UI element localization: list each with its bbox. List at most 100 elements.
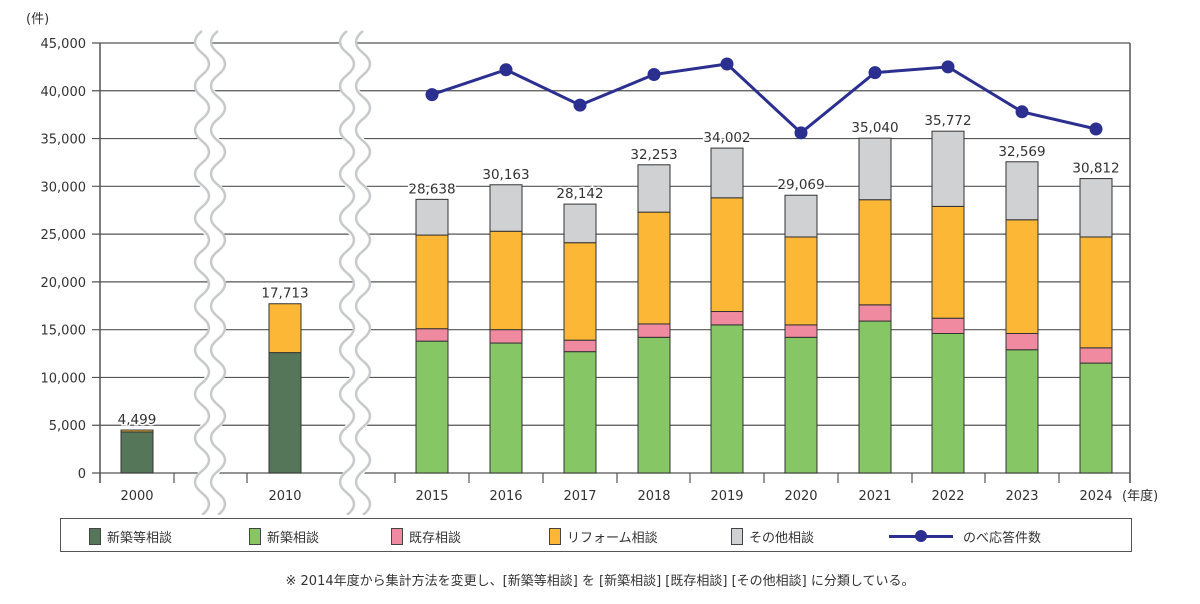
legend-label: リフォーム相談 — [567, 530, 658, 546]
bar-segment — [489, 329, 523, 344]
x-tick-label: 2017 — [563, 489, 596, 504]
total-label: 30,812 — [1072, 161, 1119, 177]
bar-segment — [120, 431, 154, 474]
bar-segment — [784, 236, 818, 326]
bar-segment — [268, 352, 302, 474]
legend-swatch — [391, 527, 403, 545]
bar-segment — [489, 184, 523, 232]
bar-segment — [1005, 161, 1039, 221]
y-tick-label: 40,000 — [41, 85, 87, 100]
y-tick-label: 5,000 — [49, 419, 86, 434]
legend-item: リフォーム相談 — [549, 519, 658, 553]
legend-line-marker-icon — [889, 528, 953, 545]
x-tick-label: 2021 — [858, 489, 891, 504]
x-tick-label: 2024 — [1079, 489, 1112, 504]
bar-segment — [1005, 332, 1039, 351]
bar-segment — [1005, 349, 1039, 474]
bar-segment — [268, 303, 302, 354]
total-label: 32,569 — [998, 144, 1045, 160]
legend-item: 新築相談 — [249, 519, 319, 553]
legend-item: 新築等相談 — [89, 519, 172, 553]
stacked-bar-chart: (件) 0 5,000 10,000 15,000 20,000 25,000 30,000… — [26, 12, 1158, 515]
bar-segment — [784, 336, 818, 474]
x-tick-label: 2016 — [489, 489, 522, 504]
line-point — [941, 60, 955, 74]
x-tick-label: 2018 — [637, 489, 670, 504]
legend: 新築等相談 新築相談 既存相談 リフォーム相談 その他相談 のべ応答件数 — [60, 518, 1132, 552]
y-tick-label: 45,000 — [41, 37, 87, 52]
axis-break — [340, 24, 370, 515]
y-tick-label: 0 — [78, 467, 86, 482]
y-tick-label: 15,000 — [41, 324, 87, 339]
legend-swatch — [731, 527, 743, 545]
line-series — [431, 62, 1097, 135]
bar-segment — [858, 199, 892, 306]
legend-label: 新築相談 — [267, 530, 320, 546]
bar-segment — [415, 198, 449, 236]
bar-segment — [563, 339, 597, 353]
legend-item: のべ応答件数 — [889, 519, 1041, 553]
bar-segment — [1079, 236, 1113, 349]
y-tick-label: 30,000 — [41, 180, 87, 195]
bar-segment — [637, 211, 671, 325]
line-point — [425, 88, 439, 102]
total-label: 34,002 — [703, 130, 750, 146]
y-axis-unit-label: (件) — [26, 12, 49, 27]
line-point — [1015, 105, 1029, 119]
bar-segment — [637, 164, 671, 213]
total-label: 4,499 — [118, 412, 157, 428]
legend-swatch — [249, 527, 261, 545]
legend-swatch — [549, 527, 561, 545]
y-tick-label: 10,000 — [41, 371, 87, 386]
legend-label: 既存相談 — [409, 530, 462, 546]
bar-segment — [931, 205, 965, 319]
line-point — [720, 57, 734, 71]
y-tick-label: 20,000 — [41, 276, 87, 291]
axis-break-edge — [354, 30, 372, 515]
bar-segment — [858, 304, 892, 322]
bar-segment — [1079, 178, 1113, 238]
x-tick-label: 2023 — [1005, 489, 1038, 504]
x-tick-label: 2022 — [931, 489, 964, 504]
total-label: 35,040 — [851, 120, 898, 136]
legend-label: のべ応答件数 — [963, 530, 1042, 546]
bar-segment — [858, 320, 892, 474]
axis-break-edge — [338, 30, 356, 515]
total-label: 28,142 — [556, 186, 603, 202]
line-point — [794, 126, 808, 140]
bar-segment — [784, 194, 818, 238]
legend-item: その他相談 — [731, 519, 814, 553]
total-label: 32,253 — [630, 147, 677, 163]
bar-segment — [120, 429, 154, 433]
x-tick-label: 2000 — [120, 489, 153, 504]
x-axis-unit-label: (年度) — [1122, 488, 1158, 504]
x-tick-label: 2015 — [415, 489, 448, 504]
x-tick-label: 2020 — [784, 489, 817, 504]
line-point — [573, 98, 587, 112]
bar-segment — [489, 342, 523, 474]
bar-segment — [415, 340, 449, 474]
x-tick-label: 2019 — [710, 489, 743, 504]
legend-label: 新築等相談 — [107, 530, 173, 546]
bar-segment — [710, 147, 744, 199]
bar-segment — [563, 351, 597, 474]
y-tick-label: 35,000 — [41, 133, 87, 148]
bar-segment — [563, 242, 597, 341]
line-point — [1089, 122, 1103, 136]
bar-segment — [415, 328, 449, 342]
legend-item: 既存相談 — [391, 519, 461, 553]
axis-break-edge — [209, 30, 227, 515]
total-label: 30,163 — [482, 167, 529, 183]
bar-segment — [637, 323, 671, 338]
bar-segment — [637, 336, 671, 474]
bar-segment — [931, 332, 965, 474]
line-point — [868, 66, 882, 80]
line-point — [647, 68, 661, 82]
bar-segment — [710, 197, 744, 313]
total-label: 28,638 — [408, 181, 455, 197]
legend-swatch — [89, 527, 101, 545]
bar-segment — [1079, 347, 1113, 364]
bar-segment — [563, 203, 597, 244]
bar-segment — [710, 324, 744, 474]
bar-segment — [415, 234, 449, 330]
